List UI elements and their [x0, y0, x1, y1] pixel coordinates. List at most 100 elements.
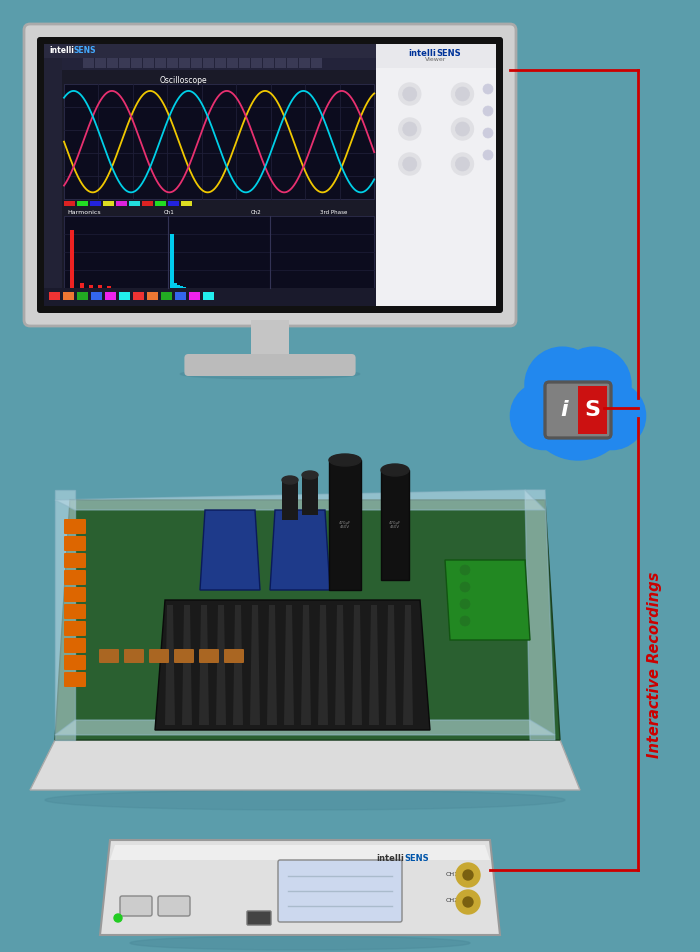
Circle shape	[556, 347, 631, 422]
FancyBboxPatch shape	[181, 201, 192, 207]
Text: SENS: SENS	[436, 49, 461, 58]
FancyBboxPatch shape	[168, 201, 179, 207]
Ellipse shape	[302, 471, 318, 479]
FancyBboxPatch shape	[174, 649, 194, 663]
Circle shape	[456, 87, 470, 101]
Ellipse shape	[180, 369, 360, 379]
FancyBboxPatch shape	[155, 201, 166, 207]
FancyBboxPatch shape	[63, 292, 74, 300]
FancyBboxPatch shape	[239, 58, 250, 68]
FancyBboxPatch shape	[133, 292, 144, 300]
FancyBboxPatch shape	[376, 44, 496, 306]
FancyBboxPatch shape	[381, 470, 409, 580]
Circle shape	[460, 616, 470, 626]
Text: Harmonics: Harmonics	[67, 210, 101, 215]
FancyBboxPatch shape	[120, 896, 152, 916]
Circle shape	[456, 890, 480, 914]
Polygon shape	[200, 510, 260, 590]
FancyBboxPatch shape	[44, 58, 62, 306]
Polygon shape	[216, 605, 226, 725]
Text: Ch1: Ch1	[164, 210, 175, 215]
FancyBboxPatch shape	[278, 860, 402, 922]
FancyBboxPatch shape	[215, 58, 226, 68]
FancyBboxPatch shape	[103, 201, 114, 207]
Text: S: S	[584, 400, 600, 420]
FancyBboxPatch shape	[44, 44, 376, 58]
Circle shape	[456, 122, 470, 136]
FancyBboxPatch shape	[191, 58, 202, 68]
FancyBboxPatch shape	[49, 292, 60, 300]
FancyBboxPatch shape	[275, 58, 286, 68]
Text: CH2: CH2	[445, 898, 458, 903]
Polygon shape	[155, 600, 430, 730]
FancyBboxPatch shape	[44, 58, 376, 70]
FancyBboxPatch shape	[64, 84, 375, 199]
FancyBboxPatch shape	[98, 286, 102, 288]
Polygon shape	[55, 500, 560, 740]
Polygon shape	[182, 605, 192, 725]
Polygon shape	[369, 605, 379, 725]
FancyBboxPatch shape	[203, 292, 214, 300]
FancyBboxPatch shape	[143, 58, 154, 68]
Polygon shape	[284, 605, 294, 725]
FancyBboxPatch shape	[227, 58, 238, 68]
FancyBboxPatch shape	[199, 649, 219, 663]
FancyBboxPatch shape	[158, 896, 190, 916]
FancyBboxPatch shape	[64, 638, 86, 653]
Polygon shape	[55, 720, 555, 735]
FancyBboxPatch shape	[179, 286, 183, 288]
Circle shape	[525, 347, 600, 422]
FancyBboxPatch shape	[175, 292, 186, 300]
Polygon shape	[403, 605, 413, 725]
Circle shape	[510, 382, 578, 449]
FancyBboxPatch shape	[302, 475, 318, 515]
Text: intelli: intelli	[376, 854, 404, 863]
Text: i: i	[560, 400, 568, 420]
FancyBboxPatch shape	[95, 58, 106, 68]
Polygon shape	[233, 605, 243, 725]
Polygon shape	[199, 605, 209, 725]
FancyBboxPatch shape	[247, 911, 271, 925]
FancyBboxPatch shape	[545, 382, 611, 438]
FancyBboxPatch shape	[77, 292, 88, 300]
FancyBboxPatch shape	[287, 58, 298, 68]
FancyBboxPatch shape	[64, 621, 86, 636]
FancyBboxPatch shape	[147, 292, 158, 300]
FancyBboxPatch shape	[44, 288, 376, 306]
Polygon shape	[352, 605, 362, 725]
Text: 470µF
450V: 470µF 450V	[339, 521, 351, 529]
FancyBboxPatch shape	[106, 286, 111, 288]
Circle shape	[452, 83, 473, 105]
FancyBboxPatch shape	[37, 37, 503, 313]
FancyBboxPatch shape	[89, 285, 93, 288]
FancyBboxPatch shape	[161, 292, 172, 300]
FancyBboxPatch shape	[184, 354, 356, 376]
Circle shape	[578, 382, 645, 449]
Circle shape	[460, 582, 470, 592]
Circle shape	[456, 157, 470, 171]
FancyBboxPatch shape	[64, 553, 86, 568]
Ellipse shape	[130, 936, 470, 950]
FancyBboxPatch shape	[83, 58, 94, 68]
Polygon shape	[55, 490, 545, 510]
Polygon shape	[267, 605, 277, 725]
FancyBboxPatch shape	[64, 655, 86, 670]
Circle shape	[399, 83, 421, 105]
Circle shape	[452, 118, 473, 140]
FancyBboxPatch shape	[329, 460, 361, 590]
Text: Viewer: Viewer	[426, 57, 447, 62]
Polygon shape	[386, 605, 396, 725]
FancyBboxPatch shape	[203, 58, 214, 68]
FancyBboxPatch shape	[155, 58, 166, 68]
FancyBboxPatch shape	[124, 649, 144, 663]
Circle shape	[402, 157, 416, 171]
Text: intelli: intelli	[49, 46, 74, 55]
Text: SENS: SENS	[74, 46, 97, 55]
FancyBboxPatch shape	[129, 201, 140, 207]
Circle shape	[402, 87, 416, 101]
Circle shape	[483, 150, 493, 160]
FancyBboxPatch shape	[167, 58, 178, 68]
Text: SENS: SENS	[404, 854, 428, 863]
FancyBboxPatch shape	[44, 44, 376, 306]
FancyBboxPatch shape	[149, 649, 169, 663]
